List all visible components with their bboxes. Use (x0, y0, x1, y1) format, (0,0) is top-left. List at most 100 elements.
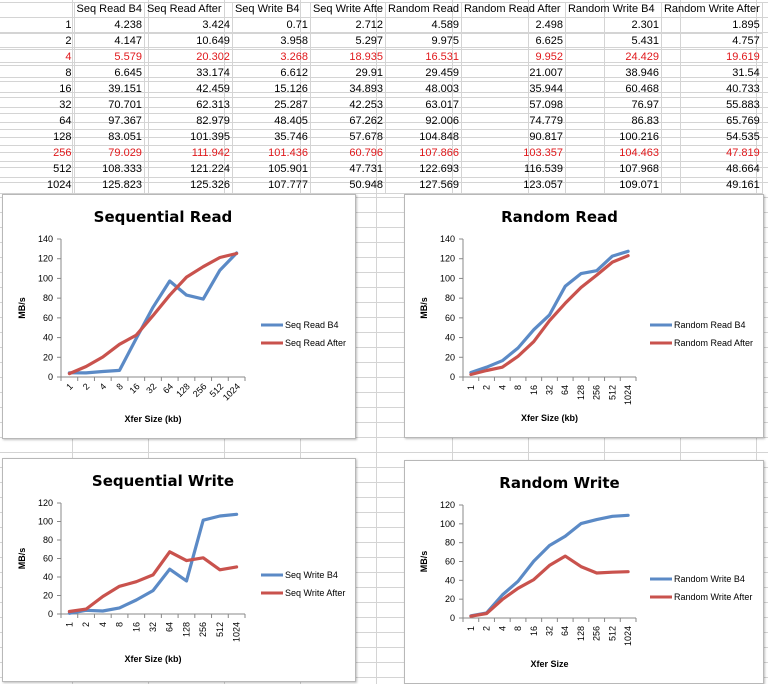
row-label-cell[interactable]: 128 (0, 129, 75, 146)
table-cell[interactable]: 25.287 (232, 97, 311, 114)
table-cell[interactable]: 60.796 (310, 145, 387, 162)
table-cell[interactable]: 0.71 (232, 17, 311, 34)
table-cell[interactable]: 16.531 (385, 49, 462, 66)
table-cell[interactable]: 29.91 (310, 65, 387, 82)
table-cell[interactable]: 100.216 (565, 129, 662, 146)
table-cell[interactable]: 86.83 (565, 113, 662, 130)
table-cell[interactable]: 76.97 (565, 97, 662, 114)
table-cell[interactable]: 35.944 (461, 81, 566, 98)
table-cell[interactable]: 19.619 (661, 49, 763, 66)
column-header[interactable] (0, 2, 75, 18)
table-cell[interactable]: 5.297 (310, 33, 387, 50)
table-cell[interactable]: 92.006 (385, 113, 462, 130)
table-cell[interactable]: 103.357 (461, 145, 566, 162)
table-cell[interactable]: 15.126 (232, 81, 311, 98)
table-cell[interactable]: 42.459 (144, 81, 233, 98)
row-label-cell[interactable]: 32 (0, 97, 75, 114)
table-cell[interactable]: 4.589 (385, 17, 462, 34)
table-cell[interactable]: 48.664 (661, 161, 763, 178)
table-cell[interactable]: 34.893 (310, 81, 387, 98)
table-cell[interactable]: 57.678 (310, 129, 387, 146)
row-label-cell[interactable]: 2 (0, 33, 75, 50)
table-cell[interactable]: 40.733 (661, 81, 763, 98)
row-label-cell[interactable]: 256 (0, 145, 75, 162)
row-label-cell[interactable]: 8 (0, 65, 75, 82)
table-cell[interactable]: 48.003 (385, 81, 462, 98)
table-cell[interactable]: 107.777 (232, 177, 311, 194)
table-cell[interactable]: 90.817 (461, 129, 566, 146)
table-cell[interactable]: 1.895 (661, 17, 763, 34)
table-cell[interactable]: 6.625 (461, 33, 566, 50)
table-cell[interactable]: 125.326 (144, 177, 233, 194)
table-cell[interactable]: 6.645 (74, 65, 145, 82)
table-cell[interactable]: 54.535 (661, 129, 763, 146)
table-cell[interactable]: 108.333 (74, 161, 145, 178)
row-label-cell[interactable]: 512 (0, 161, 75, 178)
table-cell[interactable]: 47.731 (310, 161, 387, 178)
table-cell[interactable]: 82.979 (144, 113, 233, 130)
column-header[interactable]: Random Read After (461, 2, 566, 18)
table-cell[interactable]: 104.848 (385, 129, 462, 146)
row-label-cell[interactable]: 1 (0, 17, 75, 34)
table-cell[interactable]: 39.151 (74, 81, 145, 98)
table-cell[interactable]: 24.429 (565, 49, 662, 66)
random-write-chart[interactable]: Random Write 0 20 40 60 80 100 120 1 2 4 8 16 32 64 128… (404, 460, 764, 684)
table-cell[interactable]: 63.017 (385, 97, 462, 114)
table-cell[interactable]: 127.569 (385, 177, 462, 194)
column-header[interactable]: Random Read (385, 2, 462, 18)
row-label-cell[interactable]: 64 (0, 113, 75, 130)
table-cell[interactable]: 3.424 (144, 17, 233, 34)
table-cell[interactable]: 55.883 (661, 97, 763, 114)
table-cell[interactable]: 5.431 (565, 33, 662, 50)
column-header[interactable]: Seq Read B4 (74, 2, 145, 18)
sequential-write-chart[interactable]: Sequential Write 0 20 40 60 80 100 120 1 2 4 8 16 32 6… (2, 458, 356, 682)
table-cell[interactable]: 50.948 (310, 177, 387, 194)
table-cell[interactable]: 2.712 (310, 17, 387, 34)
table-cell[interactable]: 21.007 (461, 65, 566, 82)
table-cell[interactable]: 97.367 (74, 113, 145, 130)
table-cell[interactable]: 6.612 (232, 65, 311, 82)
table-cell[interactable]: 107.968 (565, 161, 662, 178)
table-cell[interactable]: 83.051 (74, 129, 145, 146)
table-cell[interactable]: 47.819 (661, 145, 763, 162)
table-cell[interactable]: 2.301 (565, 17, 662, 34)
table-cell[interactable]: 3.268 (232, 49, 311, 66)
table-cell[interactable]: 121.224 (144, 161, 233, 178)
table-cell[interactable]: 101.395 (144, 129, 233, 146)
table-cell[interactable]: 101.436 (232, 145, 311, 162)
table-cell[interactable]: 116.539 (461, 161, 566, 178)
table-cell[interactable]: 42.253 (310, 97, 387, 114)
row-label-cell[interactable]: 1024 (0, 177, 75, 194)
column-header[interactable]: Seq Read After (144, 2, 233, 18)
table-cell[interactable]: 70.701 (74, 97, 145, 114)
table-cell[interactable]: 104.463 (565, 145, 662, 162)
table-cell[interactable]: 123.057 (461, 177, 566, 194)
table-cell[interactable]: 4.147 (74, 33, 145, 50)
column-header[interactable]: Random Write After (661, 2, 763, 18)
table-cell[interactable]: 38.946 (565, 65, 662, 82)
sequential-read-chart[interactable]: Sequential Read 0 20 40 60 80 100 120 140 1 2 4 8 16 3… (2, 194, 356, 439)
row-label-cell[interactable]: 16 (0, 81, 75, 98)
table-cell[interactable]: 125.823 (74, 177, 145, 194)
table-cell[interactable]: 122.693 (385, 161, 462, 178)
table-cell[interactable]: 2.498 (461, 17, 566, 34)
column-header[interactable]: Seq Write B4 (232, 2, 311, 18)
table-cell[interactable]: 10.649 (144, 33, 233, 50)
table-cell[interactable]: 33.174 (144, 65, 233, 82)
table-cell[interactable]: 60.468 (565, 81, 662, 98)
table-cell[interactable]: 62.313 (144, 97, 233, 114)
table-cell[interactable]: 4.238 (74, 17, 145, 34)
table-cell[interactable]: 67.262 (310, 113, 387, 130)
table-cell[interactable]: 9.952 (461, 49, 566, 66)
table-cell[interactable]: 107.866 (385, 145, 462, 162)
table-cell[interactable]: 20.302 (144, 49, 233, 66)
table-cell[interactable]: 48.405 (232, 113, 311, 130)
table-cell[interactable]: 4.757 (661, 33, 763, 50)
table-cell[interactable]: 18.935 (310, 49, 387, 66)
column-header[interactable]: Random Write B4 (565, 2, 662, 18)
table-cell[interactable]: 79.029 (74, 145, 145, 162)
column-header[interactable]: Seq Write Afte (310, 2, 387, 18)
table-cell[interactable]: 9.975 (385, 33, 462, 50)
table-cell[interactable]: 65.769 (661, 113, 763, 130)
table-cell[interactable]: 29.459 (385, 65, 462, 82)
